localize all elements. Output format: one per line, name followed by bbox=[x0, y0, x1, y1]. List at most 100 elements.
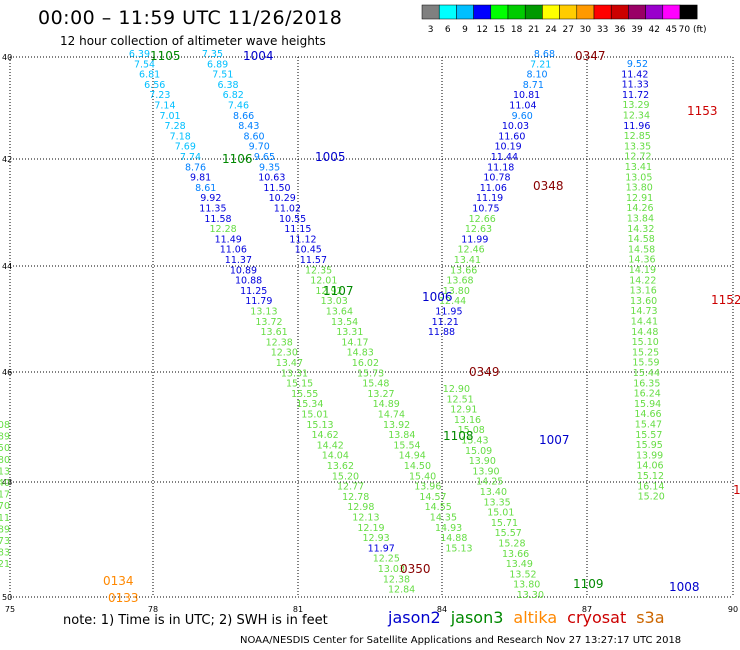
lat-tick-label: 46 bbox=[2, 368, 12, 377]
colorbar-label: 39 bbox=[631, 25, 643, 35]
swh-value: 14.19 bbox=[629, 265, 656, 276]
swh-value: 11.25 bbox=[240, 286, 267, 297]
swh-value: 13.89 bbox=[0, 524, 10, 535]
swh-value: 13.41 bbox=[454, 255, 481, 266]
swh-value: 14.74 bbox=[378, 410, 405, 421]
swh-value: 13.64 bbox=[326, 307, 353, 318]
swh-value: 13.41 bbox=[625, 162, 652, 173]
swh-value: 9.70 bbox=[249, 142, 270, 153]
swh-value: 11.96 bbox=[623, 121, 650, 132]
swh-value: 10.63 bbox=[258, 173, 285, 184]
swh-value: 11.99 bbox=[461, 234, 488, 245]
swh-value: 7.14 bbox=[154, 101, 175, 112]
colorbar-swatch bbox=[542, 4, 560, 20]
swh-value: 11.97 bbox=[368, 543, 395, 554]
swh-value: 13.13 bbox=[250, 307, 277, 318]
pass-time-label: 1007 bbox=[539, 433, 570, 447]
swh-value: 13.84 bbox=[627, 214, 654, 225]
lon-tick-label: 75 bbox=[5, 605, 15, 614]
swh-value: 11.79 bbox=[245, 296, 272, 307]
swh-value: 8.60 bbox=[243, 131, 264, 142]
swh-value: 8.10 bbox=[526, 70, 547, 81]
swh-value: 14.93 bbox=[435, 523, 462, 534]
swh-value: 7.18 bbox=[170, 131, 191, 142]
swh-value: 11.58 bbox=[204, 214, 231, 225]
swh-value: 15.10 bbox=[632, 337, 659, 348]
swh-value: 14.42 bbox=[317, 440, 344, 451]
swh-value: 12.25 bbox=[373, 554, 400, 565]
swh-value: 15.11 bbox=[0, 513, 10, 524]
swh-value: 12.66 bbox=[469, 214, 496, 225]
swh-value: 7.54 bbox=[134, 59, 155, 70]
colorbar-swatch bbox=[473, 4, 492, 20]
swh-value: 7.23 bbox=[149, 90, 170, 101]
swh-value: 13.08 bbox=[0, 420, 10, 431]
colorbar-swatch bbox=[456, 4, 474, 20]
colorbar-label: 3 bbox=[428, 25, 434, 35]
swh-value: 13.47 bbox=[276, 358, 303, 369]
pass-time-label: 0133 bbox=[108, 591, 139, 605]
swh-value: 15.55 bbox=[291, 389, 318, 400]
swh-value: 13.66 bbox=[502, 549, 529, 560]
swh-value: 14.32 bbox=[627, 224, 654, 235]
legend-item-jason3: jason3 bbox=[450, 608, 504, 627]
swh-value: 11.60 bbox=[498, 131, 525, 142]
swh-value: 16.14 bbox=[637, 481, 664, 492]
swh-value: 14.17 bbox=[341, 337, 368, 348]
swh-value: 15.57 bbox=[635, 430, 662, 441]
swh-value: 12.50 bbox=[0, 443, 10, 454]
swh-value: 12.19 bbox=[357, 523, 384, 534]
pass-time-label: 1105 bbox=[150, 49, 181, 63]
swh-value: 12.80 bbox=[0, 455, 10, 466]
swh-value: 9.81 bbox=[190, 173, 211, 184]
swh-value: 14.04 bbox=[322, 451, 349, 462]
swh-value: 6.39 bbox=[129, 49, 150, 60]
swh-value: 13.03 bbox=[321, 296, 348, 307]
swh-value: 10.55 bbox=[279, 214, 306, 225]
lon-tick-label: 84 bbox=[437, 605, 447, 614]
swh-value: 14.36 bbox=[628, 255, 655, 266]
swh-value: 8.66 bbox=[233, 111, 254, 122]
swh-value: 14.55 bbox=[425, 502, 452, 513]
colorbar-label: 45 bbox=[666, 25, 677, 35]
swh-value: 13.72 bbox=[255, 317, 282, 328]
satellite-legend: jason2 jason3 altika cryosat s3a bbox=[388, 608, 675, 627]
swh-value: 13.99 bbox=[636, 450, 663, 461]
pass-time-label: 1008 bbox=[669, 580, 700, 594]
colorbar-label: 27 bbox=[562, 25, 573, 35]
pass-time-label: 0348 bbox=[533, 179, 564, 193]
swh-value: 13.52 bbox=[509, 569, 536, 580]
swh-value: 13.62 bbox=[327, 461, 354, 472]
colorbar-swatch bbox=[559, 4, 578, 20]
swh-value: 9.60 bbox=[512, 111, 533, 122]
swh-value: 15.28 bbox=[498, 539, 525, 550]
colorbar-swatch bbox=[610, 4, 629, 20]
pass-time-label: 1108 bbox=[443, 429, 474, 443]
swh-value: 13.68 bbox=[446, 276, 473, 287]
legend-item-jason2: jason2 bbox=[388, 608, 441, 627]
swh-value: 14.89 bbox=[373, 399, 400, 410]
swh-value: 13.31 bbox=[336, 327, 363, 338]
swh-value: 11.06 bbox=[220, 245, 247, 256]
swh-value: 12.98 bbox=[347, 502, 374, 513]
swh-value: 10.75 bbox=[472, 204, 499, 215]
pass-time-label: 0349 bbox=[469, 365, 500, 379]
swh-value: 11.21 bbox=[432, 317, 459, 328]
lat-lon-grid bbox=[9, 56, 734, 598]
colorbar-swatch bbox=[645, 4, 664, 20]
swh-value: 15.95 bbox=[636, 440, 663, 451]
swh-value: 11.37 bbox=[225, 255, 252, 266]
swh-value: 12.35 bbox=[305, 265, 332, 276]
swh-value: 13.96 bbox=[414, 482, 441, 493]
colorbar-swatch bbox=[679, 4, 698, 20]
swh-value: 14.94 bbox=[399, 451, 426, 462]
swh-value: 15.15 bbox=[286, 379, 313, 390]
swh-value: 11.49 bbox=[215, 234, 242, 245]
swh-value: 12.78 bbox=[342, 492, 369, 503]
swh-value: 13.80 bbox=[626, 183, 653, 194]
swh-value: 6.56 bbox=[144, 80, 165, 91]
lat-tick-label: 48 bbox=[2, 478, 12, 487]
colorbar-label: 70 (ft) bbox=[679, 25, 707, 35]
swh-value: 15.40 bbox=[409, 471, 436, 482]
